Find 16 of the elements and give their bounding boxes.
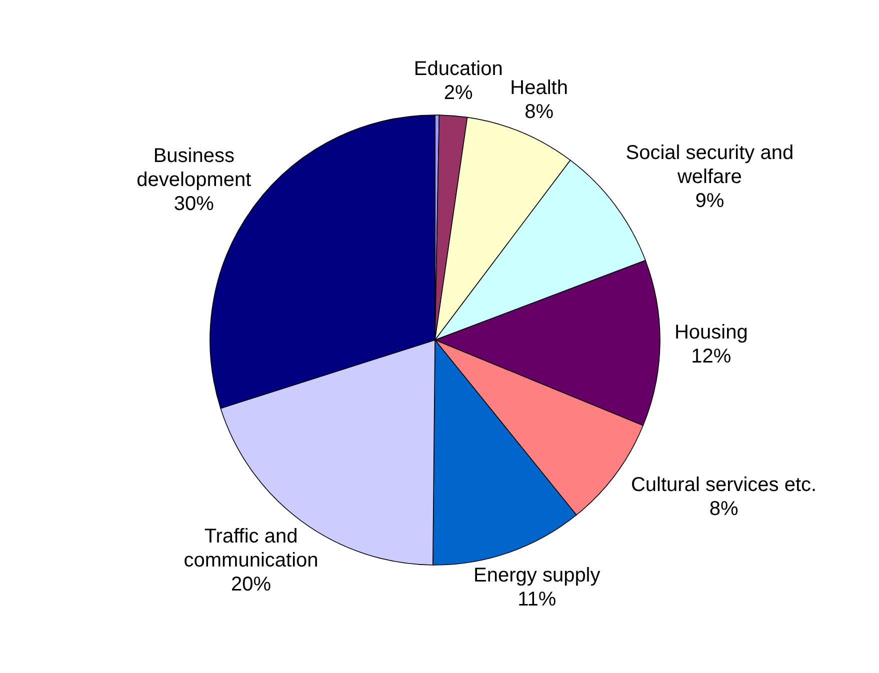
data-label: 12% [691, 346, 732, 368]
slice-label: Traffic and communication [184, 526, 318, 572]
slice-label: Health [510, 77, 568, 100]
data-label: 30% [174, 192, 214, 215]
slice-label: Business development [136, 144, 252, 191]
slice-label: Housing [674, 322, 748, 344]
data-label: 11% [518, 588, 556, 610]
data-label: 8% [709, 498, 738, 520]
data-label: 9% [695, 190, 724, 212]
slice-label: Cultural services etc. [630, 474, 817, 496]
data-label: 8% [524, 101, 554, 124]
slice-label: Education [414, 58, 503, 80]
data-label: 2% [444, 82, 474, 104]
data-label: 20% [231, 574, 272, 596]
slice-label: Social security and welfare [626, 142, 794, 188]
slice-label: Energy supply [474, 564, 600, 586]
